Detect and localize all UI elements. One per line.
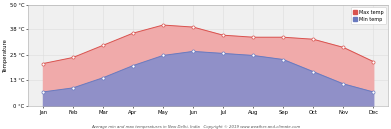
Point xyxy=(310,38,316,40)
Point xyxy=(190,50,196,52)
Point xyxy=(100,44,106,46)
Point xyxy=(370,91,377,93)
Point xyxy=(160,24,166,26)
Point xyxy=(40,91,46,93)
Point xyxy=(250,36,256,38)
Point xyxy=(40,63,46,65)
Point xyxy=(190,26,196,28)
Point xyxy=(340,46,346,48)
Point xyxy=(340,83,346,85)
Point xyxy=(70,57,76,59)
Point xyxy=(280,36,286,38)
Point xyxy=(250,54,256,57)
Legend: Max temp, Min temp: Max temp, Min temp xyxy=(351,7,386,24)
Point xyxy=(70,87,76,89)
Y-axis label: Temperature: Temperature xyxy=(3,39,8,72)
Point xyxy=(280,58,286,61)
Point xyxy=(220,52,226,54)
Point xyxy=(220,34,226,36)
Point xyxy=(100,77,106,79)
Text: Average min and max temperatures in New Delhi, India   Copyright © 2019 www.weat: Average min and max temperatures in New … xyxy=(91,125,300,129)
Point xyxy=(370,61,377,63)
Point xyxy=(160,54,166,57)
Point xyxy=(130,32,136,34)
Point xyxy=(130,64,136,67)
Point xyxy=(310,71,316,73)
